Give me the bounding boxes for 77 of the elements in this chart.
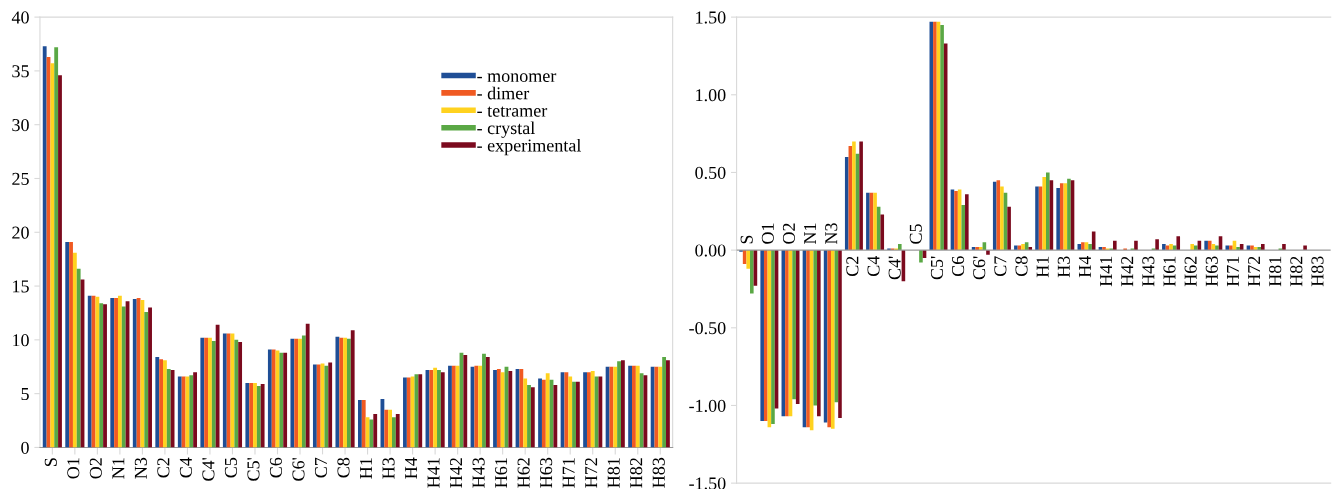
- x-tick-label: C4': [888, 256, 901, 280]
- x-tick-label: H71: [1226, 256, 1239, 287]
- y-tick-label: 5: [21, 388, 29, 401]
- x-tick-label: H63: [1205, 256, 1218, 287]
- legend-label: - experimental: [477, 138, 582, 156]
- y-tick-label: 40: [11, 11, 29, 24]
- legend-label: - crystal: [477, 121, 535, 138]
- x-tick-label: H42: [1121, 256, 1134, 287]
- x-tick-label: H83: [652, 457, 665, 488]
- x-tick-label: H81: [607, 458, 620, 488]
- x-tick-label: H81: [1269, 256, 1282, 287]
- legend-label: - dimer: [477, 86, 530, 100]
- y-tick-label: -0.50: [689, 322, 726, 335]
- x-tick-label: C8: [337, 457, 350, 478]
- x-tick-label: S: [740, 235, 753, 244]
- x-tick-label: H3: [1057, 256, 1070, 278]
- x-tick-label: H1: [1036, 256, 1049, 278]
- x-tick-label: C8: [1015, 256, 1028, 277]
- x-tick-label: N1: [112, 458, 125, 479]
- x-tick-label: H82: [630, 458, 643, 488]
- x-tick-label: H72: [585, 458, 598, 488]
- x-tick-label: H82: [1290, 256, 1303, 287]
- x-tick-label: C2: [157, 458, 170, 478]
- x-tick-label: H61: [1163, 256, 1176, 287]
- x-tick-label: H43: [1142, 256, 1155, 287]
- legend-label: - monomer: [477, 73, 557, 82]
- y-tick-label: 0.50: [695, 166, 726, 179]
- x-tick-label: H62: [517, 458, 530, 488]
- x-tick-label: H41: [1100, 256, 1112, 287]
- x-tick-label: H71: [562, 458, 575, 488]
- x-tick-label: H4: [405, 457, 417, 479]
- x-tick-label: N3: [825, 223, 838, 245]
- y-tick-label: 20: [12, 226, 29, 239]
- x-tick-label: C2: [846, 256, 859, 277]
- legend-label: - tetramer: [477, 106, 548, 117]
- x-tick-label: C6: [269, 457, 283, 478]
- x-tick-label: C5': [247, 457, 260, 481]
- x-tick-label: H61: [495, 458, 508, 488]
- x-tick-label: C4': [202, 457, 215, 481]
- x-tick-label: H1: [359, 458, 372, 479]
- x-tick-label: C5: [909, 224, 922, 244]
- x-tick-label: C4: [179, 457, 192, 478]
- x-tick-label: C5': [930, 256, 944, 280]
- x-tick-label: H83: [1311, 256, 1324, 287]
- x-tick-label: H72: [1248, 256, 1260, 287]
- x-tick-label: H63: [540, 457, 553, 488]
- y-tick-label: 15: [13, 280, 29, 293]
- x-tick-label: H62: [1184, 256, 1197, 287]
- y-tick-label: -1.00: [689, 399, 726, 412]
- x-tick-label: C4: [867, 255, 880, 277]
- y-tick-label: 1.00: [696, 89, 726, 102]
- y-tick-label: 35: [12, 65, 29, 78]
- x-tick-label: N1: [804, 223, 816, 245]
- x-tick-label: O2: [782, 223, 796, 244]
- x-tick-label: C6': [973, 256, 986, 280]
- x-tick-label: N3: [134, 457, 147, 479]
- y-tick-label: 0.00: [695, 244, 726, 257]
- y-tick-label: 1.50: [696, 11, 726, 24]
- x-tick-label: H4: [1078, 255, 1091, 278]
- x-tick-label: C6: [952, 256, 965, 277]
- x-tick-label: C7: [994, 256, 1007, 277]
- x-tick-label: C7: [314, 457, 328, 478]
- x-tick-label: C5: [224, 457, 237, 478]
- x-tick-label: H41: [427, 458, 440, 488]
- x-tick-label: H43: [472, 457, 485, 488]
- x-tick-label: O1: [761, 223, 774, 244]
- x-tick-label: H42: [450, 458, 462, 488]
- x-tick-label: C6': [292, 457, 305, 481]
- y-tick-label: 10: [13, 334, 29, 347]
- y-tick-label: 25: [12, 172, 29, 185]
- x-tick-label: O1: [67, 458, 80, 479]
- y-tick-label: -1.50: [689, 477, 726, 489]
- x-tick-label: S: [44, 458, 57, 466]
- x-tick-label: O2: [89, 458, 102, 479]
- y-tick-label: 0: [21, 441, 29, 454]
- y-tick-label: 30: [12, 118, 29, 132]
- x-tick-label: H3: [382, 457, 395, 479]
